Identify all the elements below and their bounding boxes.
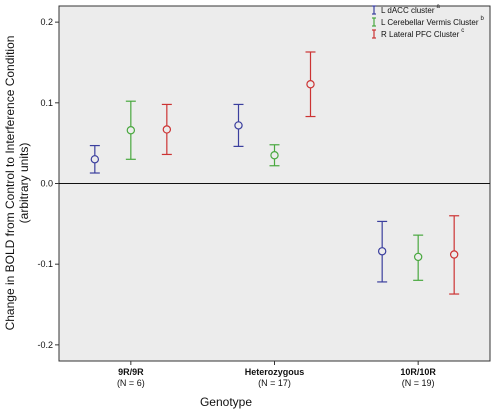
legend-superscript: a (437, 4, 441, 10)
legend-superscript: c (461, 28, 464, 34)
legend-item: R Lateral PFC Cluster c (372, 28, 464, 39)
legend-label: L Cerebellar Vermis Cluster (381, 18, 479, 27)
x-axis-title: Genotype (200, 395, 252, 409)
x-axis-ticks: 9R/9R(N = 6) Heterozygous(N = 17) 10R/10R(… (117, 361, 436, 388)
legend: L dACC cluster aL Cerebellar Vermis Clust… (372, 4, 485, 39)
mean-marker (162, 125, 172, 134)
error-bar-1-Heterozygous (233, 103, 244, 147)
error-bar-3-Heterozygous (305, 51, 316, 118)
error-bar-1-9R/9R (89, 144, 100, 174)
legend-label: L dACC cluster (381, 6, 435, 15)
error-bar-2-9R/9R (125, 100, 136, 160)
error-bar-3-9R/9R (161, 103, 172, 156)
error-bar-1-10R/10R (377, 220, 388, 283)
x-category-label: 10R/10R (400, 367, 436, 377)
mean-marker (126, 126, 136, 135)
error-bar-2-Heterozygous (269, 144, 280, 167)
legend-label: R Lateral PFC Cluster (381, 30, 460, 39)
mean-marker (377, 247, 387, 256)
x-category-label: Heterozygous (245, 367, 305, 377)
legend-superscript: b (481, 16, 485, 22)
y-tick-label: -0.2 (37, 340, 53, 350)
mean-marker (270, 151, 279, 160)
error-bar-marks (89, 51, 460, 295)
y-axis-title-line2: (arbitrary units) (17, 143, 31, 224)
mean-marker (306, 80, 315, 89)
x-category-n-label: (N = 6) (117, 378, 145, 388)
legend-item: L dACC cluster a (372, 4, 441, 15)
mean-marker (90, 155, 100, 164)
y-tick-label: 0.1 (40, 98, 53, 108)
y-tick-label: 0.0 (40, 179, 53, 189)
mean-marker (413, 252, 423, 262)
x-category-n-label: (N = 19) (402, 378, 435, 388)
y-axis-title-line1: Change in BOLD from Control to Interfere… (3, 36, 17, 331)
y-tick-label: 0.2 (40, 17, 53, 27)
legend-item: L Cerebellar Vermis Cluster b (372, 16, 485, 27)
x-category-label: 9R/9R (118, 367, 144, 377)
error-bar-2-10R/10R (413, 234, 424, 281)
error-bar-3-10R/10R (449, 215, 460, 295)
mean-marker (449, 250, 459, 259)
y-tick-label: -0.1 (37, 259, 53, 269)
x-category-n-label: (N = 17) (258, 378, 291, 388)
y-axis-ticks: 0.2 0.1 0.0 -0.1 -0.2 (37, 17, 59, 350)
mean-marker (234, 121, 243, 130)
